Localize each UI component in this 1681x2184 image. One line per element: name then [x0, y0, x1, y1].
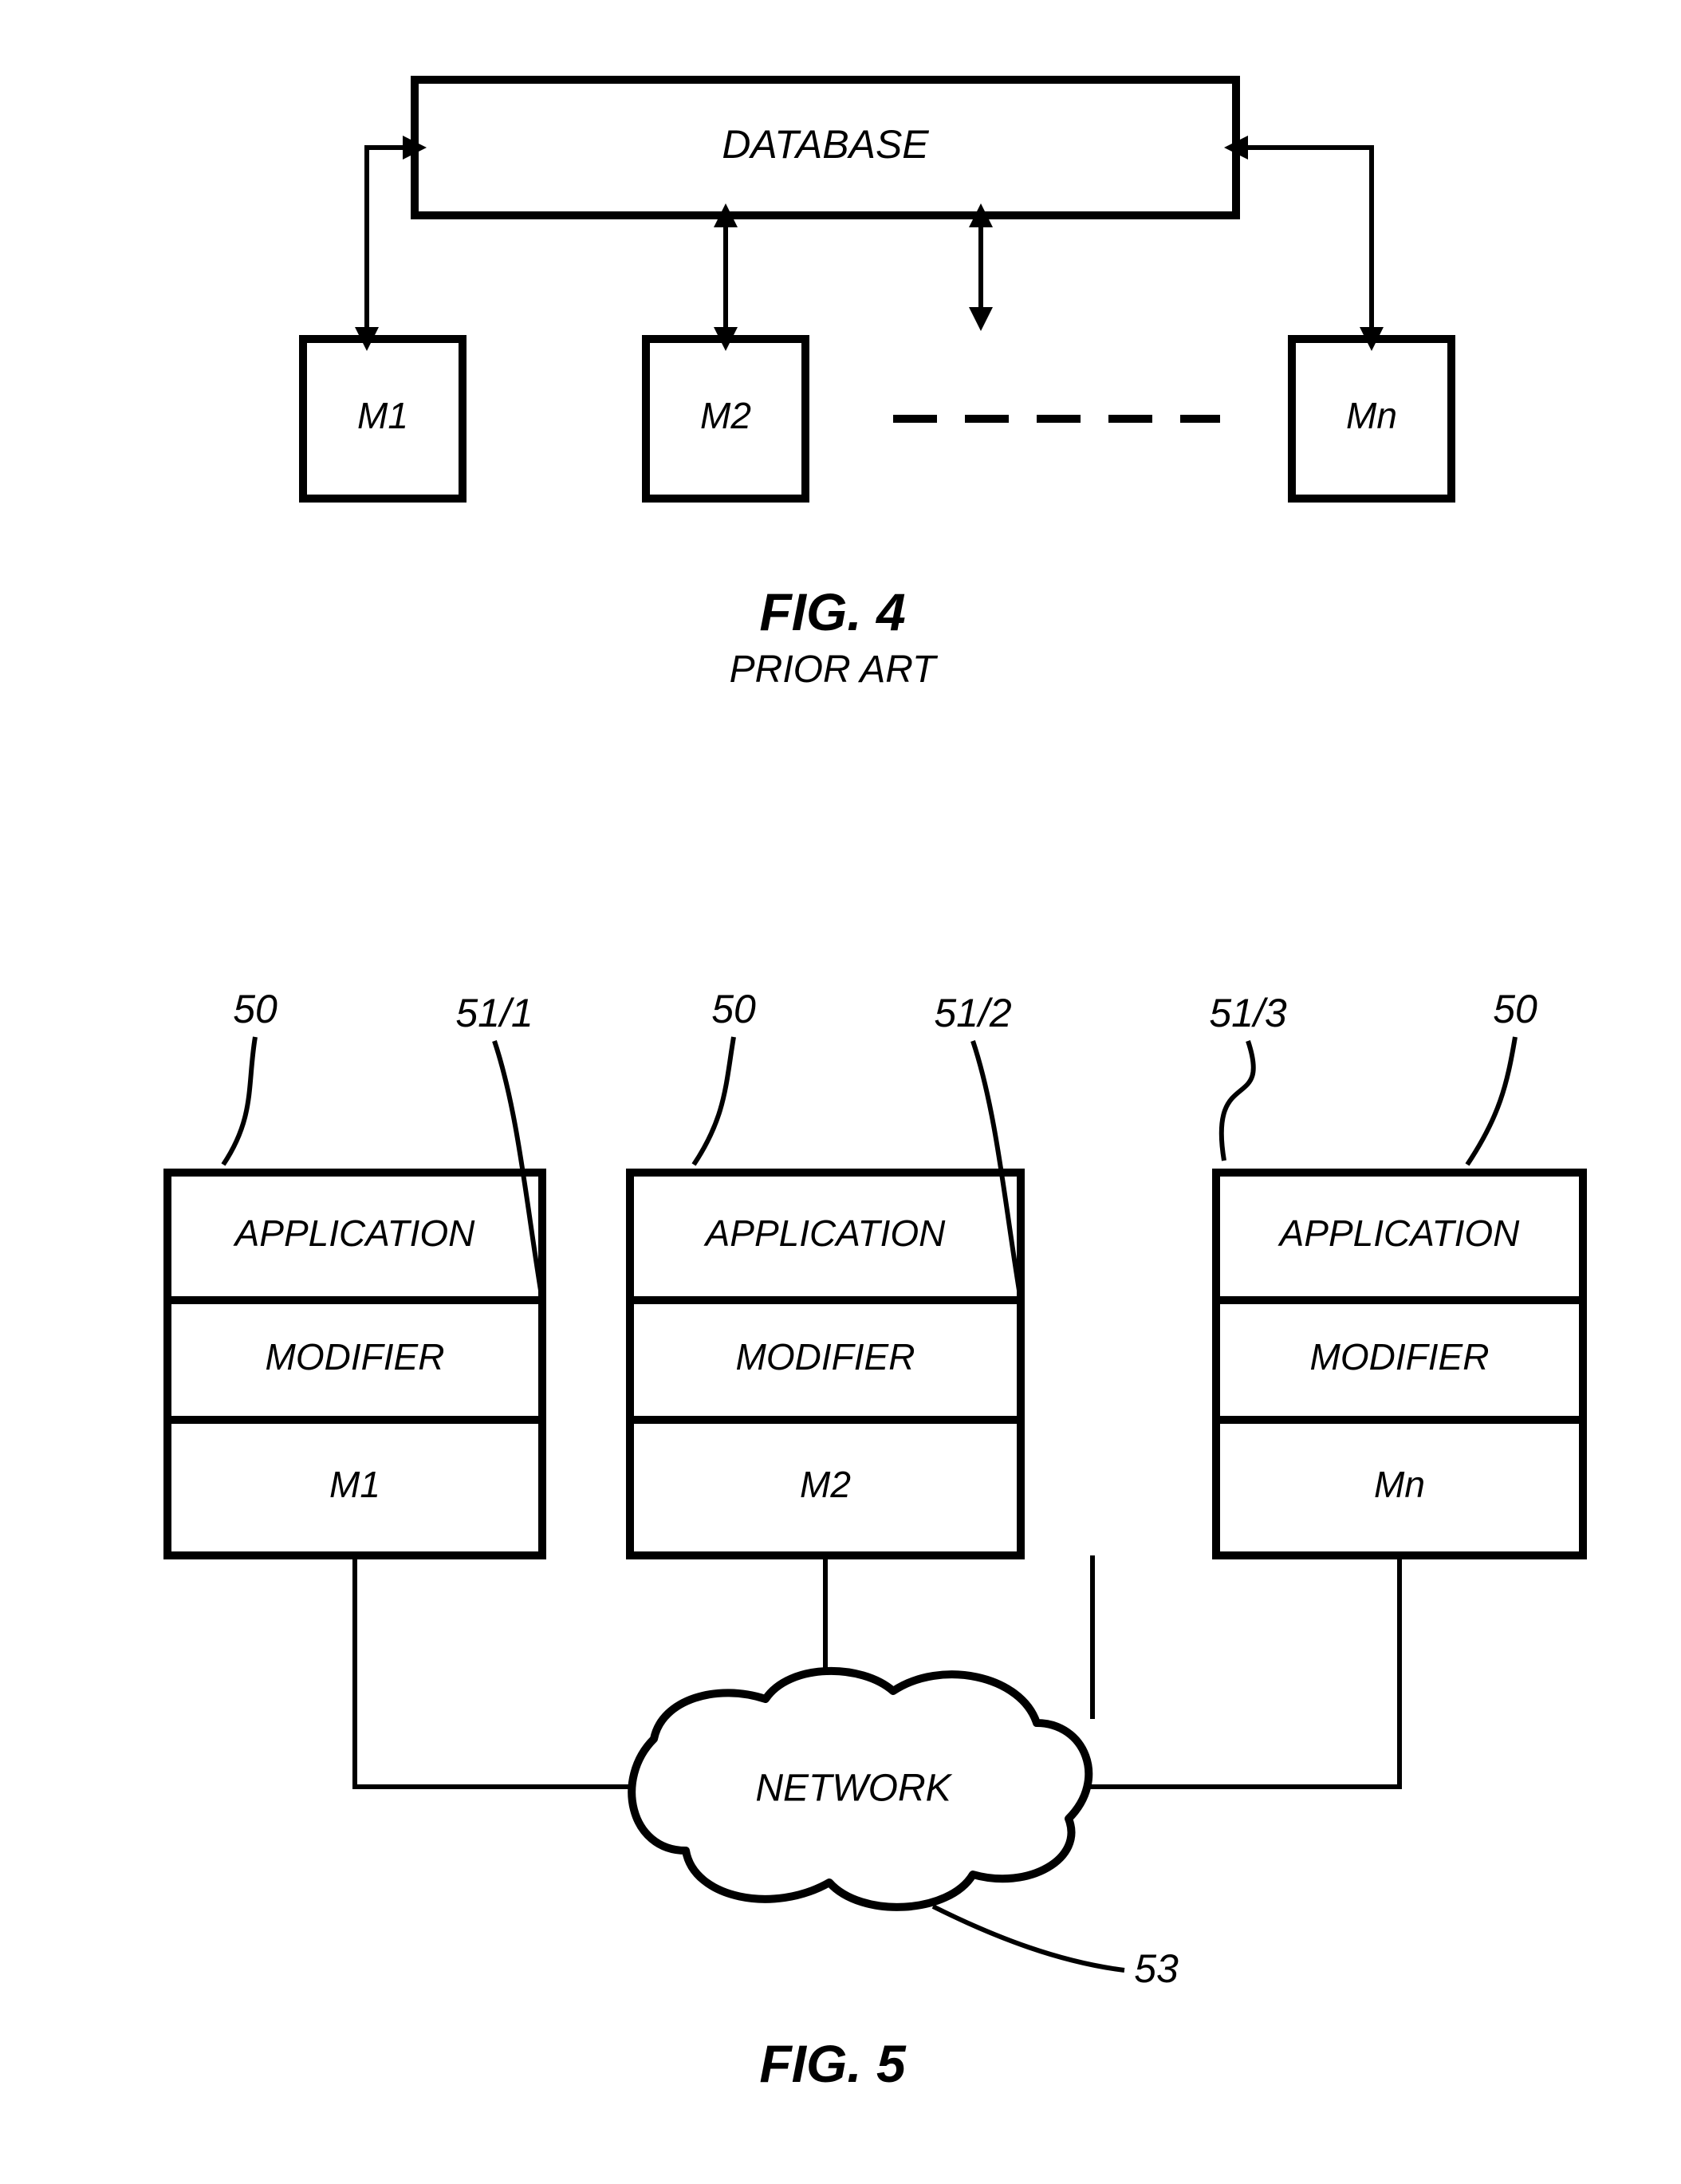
module-label: M1	[357, 395, 408, 436]
diagram-canvas: DATABASE M1 M2 Mn FIG. 4 PRIOR ART APPLICATION…	[0, 0, 1681, 2184]
stack-row-label: M1	[329, 1464, 380, 1505]
stack-row-label: APPLICATION	[1277, 1212, 1521, 1254]
ref-label-51: 51/1	[455, 991, 533, 1035]
stack-row-label: APPLICATION	[703, 1212, 947, 1254]
arrow-db-mn	[1236, 148, 1372, 339]
stack-row-label: MODIFIER	[736, 1336, 915, 1378]
connection-line	[1077, 1555, 1400, 1787]
leader-line	[223, 1037, 255, 1165]
stack-row-label: MODIFIER	[266, 1336, 445, 1378]
fig5-title: FIG. 5	[759, 2034, 907, 2093]
leader-line	[933, 1906, 1124, 1970]
ref-label-51: 51/3	[1209, 991, 1287, 1035]
stack-row-label: APPLICATION	[233, 1212, 476, 1254]
fig4-title: FIG. 4	[759, 582, 905, 641]
leader-line	[694, 1037, 734, 1165]
database-label: DATABASE	[722, 122, 929, 167]
ref-label-50: 50	[711, 987, 756, 1031]
ref-label-50: 50	[233, 987, 278, 1031]
ref-label-53: 53	[1134, 1946, 1179, 1991]
ref-label-50: 50	[1493, 987, 1537, 1031]
leader-line	[1467, 1037, 1515, 1165]
network-label: NETWORK	[755, 1768, 952, 1810]
ref-label-51: 51/2	[934, 991, 1012, 1035]
stack-row-label: MODIFIER	[1310, 1336, 1490, 1378]
module-label: M2	[700, 395, 751, 436]
stack-row-label: M2	[800, 1464, 851, 1505]
connection-line	[355, 1555, 654, 1787]
fig4-subtitle: PRIOR ART	[730, 648, 939, 691]
leader-line	[1222, 1041, 1254, 1161]
stack-row-label: Mn	[1374, 1464, 1425, 1505]
module-label: Mn	[1346, 395, 1397, 436]
arrow-db-m1	[367, 148, 415, 339]
